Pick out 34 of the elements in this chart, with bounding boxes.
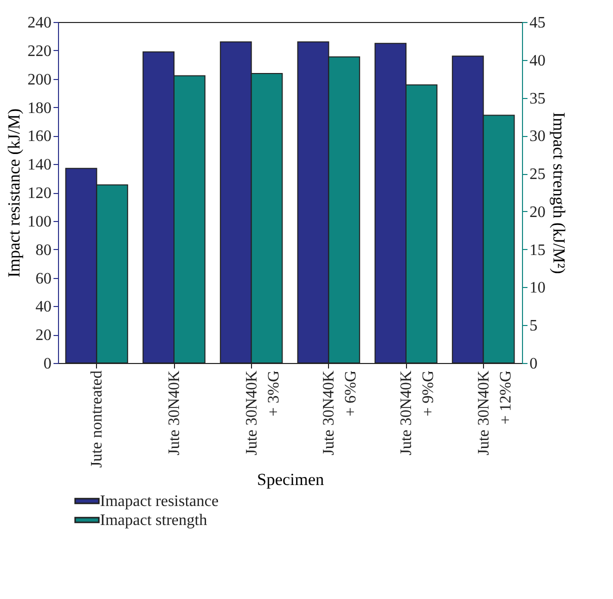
y-tick-label: 220 — [28, 42, 52, 60]
y2-tick-label: 25 — [530, 166, 546, 184]
y-tick-label: 100 — [28, 213, 52, 230]
y-tick-label: 140 — [28, 156, 52, 174]
y2-tick-label: 0 — [530, 356, 538, 372]
y2-tick-label: 40 — [530, 52, 546, 70]
x-tick-label: Jute nontreated — [88, 370, 106, 468]
y-tick-label: 180 — [28, 100, 52, 117]
y-tick-label: 20 — [36, 327, 52, 344]
y2-tick-label: 10 — [530, 280, 546, 297]
y2-tick-label: 30 — [530, 128, 546, 146]
y-tick-label: 0 — [44, 356, 52, 372]
x-tick-label: Jute 30N40K + 3%G — [243, 370, 282, 456]
y2-tick-label: 20 — [530, 204, 546, 221]
y-tick-label: 60 — [36, 270, 52, 288]
x-axis-title: Specimen — [256, 470, 325, 489]
x-tick-label: Jute 30N40K + 6%G — [320, 370, 360, 456]
y-tick-label: 200 — [28, 71, 52, 88]
y-axis-title: Impact resistance (kJ/M) — [4, 108, 24, 278]
y-tick-label: 80 — [36, 242, 52, 259]
x-tick-label: Jute 30N40K + 12%G — [475, 370, 514, 456]
y2-tick-label: 35 — [530, 90, 546, 108]
x-tick-label: Jute 30N40K + 9%G — [398, 370, 437, 456]
y-tick-label: 160 — [28, 128, 52, 146]
y-tick-label: 120 — [28, 185, 52, 202]
legend-label: Imapact resistance — [100, 493, 219, 510]
y2-tick-label: 5 — [530, 318, 538, 335]
x-tick-label: Jute 30N40K — [166, 370, 183, 456]
legend-label: Imapact strength — [100, 512, 208, 529]
y2-tick-label: 15 — [530, 242, 546, 259]
y-tick-label: 240 — [28, 14, 52, 32]
y2-tick-label: 45 — [530, 14, 546, 32]
y-tick-label: 40 — [36, 298, 52, 316]
y2-axis-title: Impact strength (kJ/M²) — [550, 112, 568, 274]
